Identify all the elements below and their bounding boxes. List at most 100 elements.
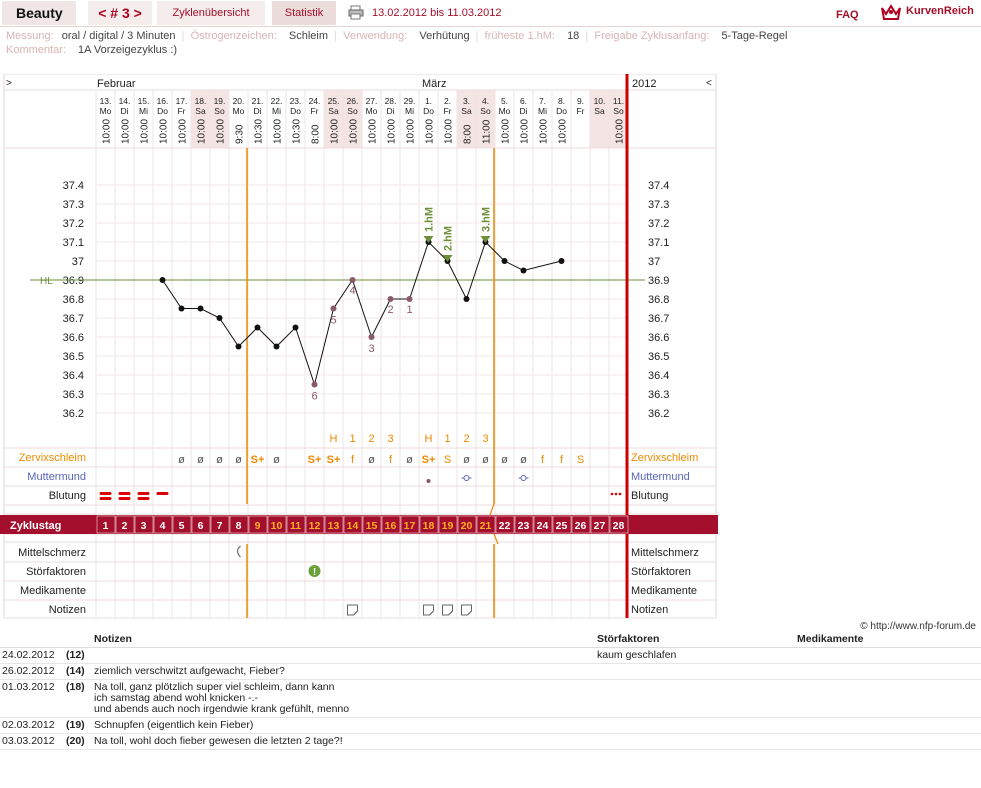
cycle-day-cell — [533, 515, 553, 534]
weekday-label: Mo — [499, 106, 511, 116]
peak-label: 2 — [368, 433, 374, 445]
faq-link[interactable]: FAQ — [836, 9, 859, 21]
peak-label: 1 — [349, 433, 355, 445]
row-day: (12) — [64, 647, 92, 664]
cycle-day-number: 23 — [518, 520, 530, 532]
y-tick-right: 36.6 — [648, 332, 669, 344]
y-tick-right: 37.1 — [648, 237, 669, 249]
cycle-day-number: 21 — [480, 520, 492, 532]
temperature-point — [387, 296, 394, 302]
time-label: 10:00 — [520, 119, 531, 144]
peak-label: H — [330, 433, 338, 445]
cycle-day-cell — [381, 515, 401, 534]
weekday-label: Di — [519, 106, 527, 116]
temperature-point — [406, 296, 413, 302]
weekday-label: Di — [120, 106, 128, 116]
cycle-day-cell — [267, 515, 287, 534]
cervix-symbol: f — [351, 454, 355, 466]
cycle-day-cell — [248, 515, 268, 534]
y-tick-left: 37.3 — [63, 199, 84, 211]
time-label: 10:00 — [425, 119, 436, 144]
cycle-day-number: 22 — [499, 520, 511, 532]
time-label: 10:00 — [539, 119, 550, 144]
cycle-day-cell — [495, 515, 515, 534]
tab-cycle-overview[interactable]: Zyklenübersicht — [157, 1, 265, 25]
estrogen-value: Schleim — [288, 30, 329, 42]
print-icon[interactable] — [348, 5, 364, 20]
temperature-point — [216, 315, 223, 321]
weekday-label: Do — [556, 106, 567, 116]
bleeding-heavy-icon — [118, 497, 131, 500]
release-value: 5-Tage-Regel — [721, 30, 788, 42]
row-date: 24.02.2012 — [0, 647, 64, 664]
y-tick-right: 37.3 — [648, 199, 669, 211]
row-label: Muttermund — [631, 471, 690, 483]
stoerfaktor-icon — [308, 565, 321, 577]
bleeding-heavy-icon — [99, 497, 112, 500]
temperature-point — [501, 258, 508, 264]
crown-logo-icon — [881, 4, 901, 20]
hm-label: 3.hM — [481, 207, 493, 232]
cycle-navigation[interactable]: < # 3 > — [88, 1, 152, 25]
month-label: Februar — [97, 78, 136, 90]
table-row: 01.03.2012 (18) Na toll, ganz plötzlich … — [0, 679, 981, 718]
cycle-day-cell — [362, 515, 382, 534]
nav-prev: > — [6, 78, 12, 89]
note-icon-fold — [353, 610, 358, 616]
date-label: 29. — [404, 96, 416, 106]
cycle-day-cell — [590, 515, 610, 534]
y-tick-left: 37 — [72, 256, 84, 268]
cycle-day-number: 27 — [594, 520, 606, 532]
time-label: 11:00 — [482, 119, 493, 144]
cycle-day-cell — [571, 515, 591, 534]
cycle-day-cell — [134, 515, 154, 534]
row-note: Schnupfen (eigentlich kein Fieber) — [92, 717, 595, 734]
time-label: 8:00 — [311, 124, 322, 144]
row-label: Mittelschmerz — [18, 547, 86, 559]
cover-line-count: 4 — [349, 285, 355, 297]
row-day: (18) — [64, 679, 92, 718]
row-day: (14) — [64, 663, 92, 680]
y-tick-left: 36.6 — [63, 332, 84, 344]
weekday-label: Mi — [405, 106, 414, 116]
date-label: 22. — [271, 96, 283, 106]
cycle-day-number: 7 — [217, 520, 223, 532]
date-label: 26. — [347, 96, 359, 106]
date-label: 19. — [214, 96, 226, 106]
temperature-point — [558, 258, 565, 264]
time-label: 10:00 — [140, 119, 151, 144]
row-label: Zervixschleim — [19, 452, 86, 464]
time-label: 10:00 — [197, 119, 208, 144]
cycle-day-number: 20 — [461, 520, 473, 532]
cervix-symbol: S+ — [327, 454, 341, 466]
cycle-day-label: Zyklustag — [10, 520, 61, 532]
weekday-label: Do — [290, 106, 301, 116]
cycle-day-number: 11 — [290, 520, 301, 532]
row-label: Blutung — [49, 490, 86, 502]
date-label: 6. — [520, 96, 527, 106]
header-bar: Beauty < # 3 > Zyklenübersicht Statistik… — [0, 0, 981, 27]
y-tick-left: 36.2 — [63, 408, 84, 420]
time-label: 10:00 — [368, 119, 379, 144]
row-label: Notizen — [631, 604, 668, 616]
logo-text[interactable]: KurvenReich — [906, 5, 974, 17]
cycle-day-cell — [324, 515, 344, 534]
estrogen-label: Östrogenzeichen: — [190, 30, 277, 42]
date-label: 23. — [290, 96, 302, 106]
weekday-label: Di — [386, 106, 394, 116]
y-tick-right: 37 — [648, 256, 660, 268]
cycle-day-number: 26 — [575, 520, 587, 532]
date-label: 28. — [385, 96, 397, 106]
date-label: 27. — [366, 96, 378, 106]
y-tick-left: 36.8 — [63, 294, 84, 306]
temperature-point — [520, 267, 527, 274]
weekday-label: Sa — [461, 106, 472, 116]
usage-value: Verhütung — [419, 30, 470, 42]
tab-statistics[interactable]: Statistik — [272, 1, 336, 25]
y-tick-left: 36.3 — [63, 389, 84, 401]
cycle-day-number: 18 — [423, 520, 435, 532]
date-label: 17. — [176, 96, 188, 106]
weekday-label: Mi — [272, 106, 281, 116]
stoerfaktor-mark: ! — [313, 567, 316, 578]
weekday-label: Mi — [139, 106, 148, 116]
